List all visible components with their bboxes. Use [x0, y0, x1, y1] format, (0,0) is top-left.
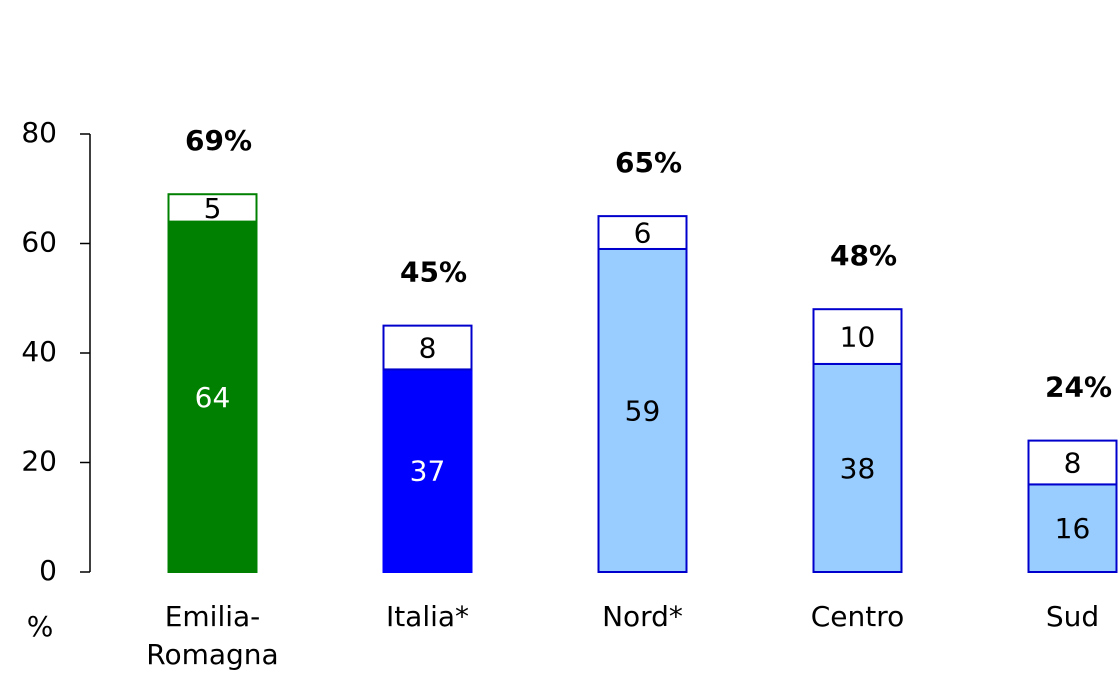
total-label: 24% [1045, 371, 1112, 404]
bar-segment [382, 368, 473, 573]
y-tick-label: 60 [21, 226, 57, 259]
y-tick-label: 80 [21, 116, 57, 149]
x-tick-label: Centro [810, 600, 905, 633]
y-tick-label: 40 [21, 335, 57, 368]
bar-segment [382, 324, 473, 371]
total-label: 69% [185, 124, 252, 157]
bar-segment [1027, 439, 1118, 486]
bar-segment [597, 215, 688, 250]
x-tick-label: Sud [1045, 600, 1100, 633]
total-label: 48% [830, 239, 897, 272]
segment-label: 8 [419, 332, 437, 365]
segment-label: 6 [634, 217, 652, 250]
segment-label: 10 [840, 321, 876, 354]
segment-label: 64 [195, 381, 231, 414]
y-tick-label: 20 [21, 445, 57, 478]
segment-label: 38 [840, 452, 876, 485]
segment-label: 16 [1055, 512, 1091, 545]
y-axis-label: % [27, 610, 54, 643]
segment-label: 37 [410, 455, 446, 488]
x-tick-label: Nord* [602, 600, 683, 633]
segment-label: 59 [625, 394, 661, 427]
total-label: 45% [400, 256, 467, 289]
segment-label: 8 [1064, 447, 1082, 480]
bar-segment [597, 247, 688, 573]
x-tick-label: Emilia- Romagna [146, 600, 279, 671]
bar-segment [167, 193, 258, 223]
bar-segment [167, 220, 258, 573]
bar-segment [812, 362, 903, 574]
x-tick-label: Italia* [385, 600, 470, 633]
segment-label: 5 [204, 192, 222, 225]
y-tick-label: 0 [39, 554, 57, 587]
total-label: 65% [615, 146, 682, 179]
bar-segment [812, 308, 903, 365]
